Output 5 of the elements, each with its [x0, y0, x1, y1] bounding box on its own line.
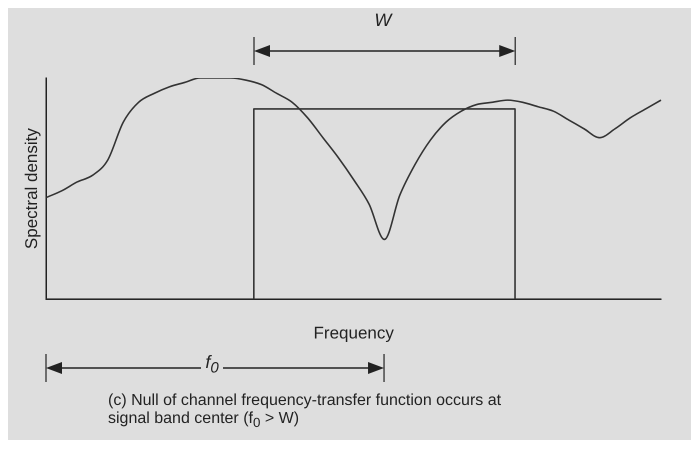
text: f$_{0}$ [201, 352, 223, 377]
text: (c) Null of channel frequency-transfer function occurs at signal band center (f$_{0}$ > W) [108, 392, 502, 432]
x-axis-title: Frequency [314, 323, 394, 342]
y-axis-title: Spectral density [22, 128, 41, 250]
text: W [374, 10, 392, 31]
